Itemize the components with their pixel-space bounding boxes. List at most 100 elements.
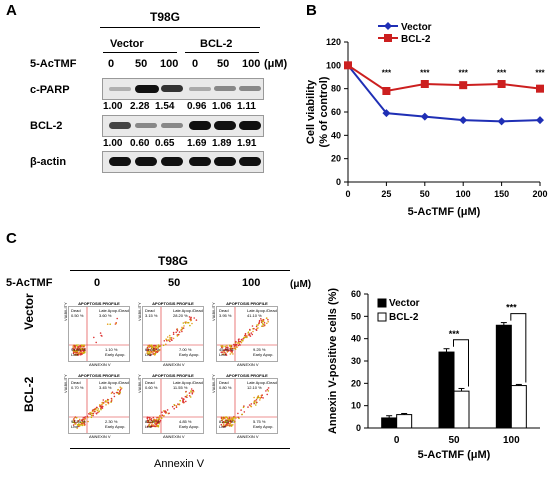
- viability-line-chart: 0 20 40 60 80 100 120 0 25 50 100 150 200 5-AcTMF (μM…: [305, 22, 548, 218]
- panel-a-group-bcl2: BCL-2: [200, 38, 233, 50]
- flow-q-dead: Dead 0.50 %: [71, 308, 84, 318]
- flow-q-dead: Dead 3.95 %: [219, 308, 232, 318]
- x-tick-label-2: 50: [420, 189, 430, 199]
- panel-a-unit: (μM): [264, 58, 288, 70]
- flow-x-axis: ANNEXIN V: [237, 434, 259, 439]
- flow-q-live: 81.35 % Live: [219, 419, 234, 429]
- panel-c-dose-1: 50: [168, 277, 181, 289]
- flow-title: APOPTOSIS PROFILE: [78, 373, 120, 378]
- flow-q-late: Late Apop./Dead 11.55 %: [173, 380, 203, 390]
- panel-c-row-vector: Vector: [22, 293, 36, 330]
- blot-actin: [102, 151, 264, 173]
- y-tick-label-4: 80: [331, 84, 341, 94]
- panel-a-header-line: [100, 27, 260, 28]
- y-axis-title-line1: Cell viability: [305, 79, 317, 144]
- panel-b-letter: B: [306, 2, 317, 19]
- panel-a-ratio-0-0: 1.00: [103, 101, 123, 112]
- flow-title: APOPTOSIS PROFILE: [78, 301, 120, 306]
- panel-a-ratio-1-5: 1.91: [237, 138, 257, 149]
- panel-a-ratio-1-0: 1.00: [103, 138, 123, 149]
- flow-y-axis: VIABILITY: [211, 302, 216, 321]
- x-tick-label-1: 50: [448, 435, 460, 446]
- significance-1: ***: [382, 68, 392, 77]
- point-1-0: [344, 61, 352, 70]
- flow-x-axis: ANNEXIN V: [237, 362, 259, 367]
- flow-q-live: 93.55 % Live: [71, 419, 86, 429]
- panel-c-bottom-line: [70, 448, 290, 449]
- flow-q-dead: Dead 0.70 %: [71, 380, 84, 390]
- sig-bracket-2: [510, 313, 527, 383]
- y-tick-label-3: 60: [331, 107, 341, 117]
- legend-marker-0: [384, 22, 392, 30]
- panel-c-cell-line: T98G: [158, 254, 189, 268]
- x-tick-label-5: 200: [532, 189, 547, 199]
- flow-plot-1: APOPTOSIS PROFILE Dead 3.15 % Late Apop./De…: [137, 301, 204, 367]
- y-tick-label-6: 120: [326, 37, 341, 47]
- significance-3: ***: [459, 68, 469, 77]
- panel-a-protein-actin: β-actin: [30, 156, 67, 168]
- bar-1-2: [510, 385, 527, 429]
- panel-a-ratio-1-2: 0.65: [155, 138, 175, 149]
- legend-swatch-1: [377, 312, 387, 322]
- flow-q-dead: Dead 3.15 %: [145, 308, 158, 318]
- point-0-2: [420, 112, 429, 121]
- flow-q-early: 2.30 % Early Apop.: [105, 419, 126, 429]
- flow-q-late: Late Apop./Dead 28.20 %: [173, 308, 203, 318]
- panel-a-dose-5: 100: [242, 58, 261, 70]
- panel-a-dose-1: 50: [135, 58, 148, 70]
- blot-cparp: [102, 78, 264, 100]
- flow-y-axis: VIABILITY: [63, 374, 68, 393]
- bar-0-2: [495, 324, 512, 429]
- flow-x-axis: ANNEXIN V: [163, 362, 185, 367]
- panel-a-treatment-label: 5-AcTMF: [30, 58, 77, 70]
- panel-a-group-vector: Vector: [110, 38, 144, 50]
- panel-c-dose-2: 100: [242, 277, 261, 289]
- x-tick-label-0: 0: [394, 435, 400, 446]
- flow-q-live: 45.80 % Live: [219, 347, 234, 357]
- flow-title: APOPTOSIS PROFILE: [226, 373, 268, 378]
- point-0-4: [497, 117, 506, 126]
- panel-a-dose-4: 50: [217, 58, 230, 70]
- y-tick-label-5: 100: [326, 60, 341, 70]
- y-tick-label-0: 0: [356, 423, 361, 433]
- panel-a-dose-0: 0: [108, 58, 115, 70]
- flow-x-axis: ANNEXIN V: [89, 434, 111, 439]
- panel-c-letter: C: [6, 230, 17, 247]
- y-tick-label-2: 20: [351, 378, 361, 388]
- flow-q-early: 4.85 % Early Apop.: [179, 419, 200, 429]
- legend-label-0: Vector: [389, 298, 420, 309]
- x-tick-label-3: 100: [456, 189, 471, 199]
- panel-c-bottom-axis: Annexin V: [154, 458, 205, 470]
- significance-2: ***: [506, 303, 517, 313]
- series-line-1: [347, 64, 541, 93]
- y-tick-label-2: 40: [331, 130, 341, 140]
- x-tick-label-4: 150: [494, 189, 509, 199]
- panel-a-ratio-1-4: 1.89: [212, 138, 232, 149]
- bar-0-1: [438, 351, 455, 429]
- bar-0-0: [381, 417, 398, 429]
- point-0-1: [382, 109, 391, 118]
- flow-y-axis: VIABILITY: [137, 374, 142, 393]
- y-axis-title: Annexin V-positive cells (%): [327, 288, 339, 434]
- panel-a-letter: A: [6, 2, 17, 19]
- blot-bcl2: [102, 115, 264, 137]
- sig-bracket-1: [453, 339, 469, 387]
- panel-a-dose-3: 0: [192, 58, 199, 70]
- y-tick-label-1: 10: [351, 401, 361, 411]
- flow-q-early: 5.75 % Early Apop.: [253, 419, 274, 429]
- significance-5: ***: [535, 68, 545, 77]
- significance-1: ***: [449, 329, 460, 339]
- flow-q-late: Late Apop./Dead 3.60 %: [99, 308, 129, 318]
- x-tick-label-1: 25: [381, 189, 391, 199]
- panel-c-unit: (μM): [290, 279, 312, 290]
- panel-a-dose-2: 100: [160, 58, 179, 70]
- point-1-4: [497, 80, 506, 88]
- y-tick-label-1: 20: [331, 154, 341, 164]
- flow-plot-0: APOPTOSIS PROFILE Dead 0.50 % Late Apop./De…: [63, 301, 130, 367]
- panel-a-ratio-0-2: 1.54: [155, 101, 175, 112]
- point-0-3: [459, 116, 468, 125]
- flow-plot-3: APOPTOSIS PROFILE Dead 0.70 % Late Apop./De…: [63, 373, 130, 439]
- flow-y-axis: VIABILITY: [137, 302, 142, 321]
- legend-marker-1: [384, 34, 392, 42]
- x-tick-label-0: 0: [345, 189, 350, 199]
